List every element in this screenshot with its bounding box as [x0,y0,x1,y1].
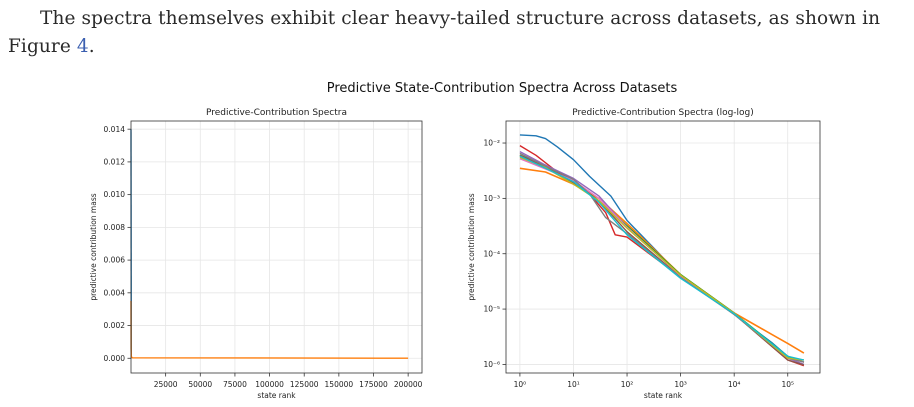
series-line [519,154,805,366]
x-tick-label: 10² [621,380,634,389]
y-tick-label: 0.012 [104,158,126,167]
figure-reference-link[interactable]: 4 [76,36,89,57]
series-line [519,155,805,361]
x-tick-label: 200000 [394,380,423,389]
y-tick-label: 0.006 [104,256,126,265]
y-axis-label: predictive contribution mass [467,193,476,300]
figure-suptitle: Predictive State-Contribution Spectra Ac… [326,81,678,96]
subplot-title: Predictive-Contribution Spectra [206,108,347,118]
series-line [519,167,805,354]
x-tick-label: 100000 [255,380,284,389]
series-line [519,156,804,361]
y-tick-label: 10⁻⁵ [483,305,500,314]
y-tick-label: 10⁻⁶ [483,360,500,369]
y-axis-label: predictive contribution mass [89,193,98,300]
x-tick-label: 50000 [188,380,212,389]
paragraph-line-1: The spectra themselves exhibit clear hea… [40,8,880,29]
plot-frame [505,120,821,374]
y-tick-label: 0.004 [104,288,126,297]
x-tick-label: 25000 [154,380,178,389]
y-tick-label: 0.002 [104,321,126,330]
subplot-title: Predictive-Contribution Spectra (log-log… [572,108,754,118]
x-tick-label: 175000 [359,380,388,389]
x-tick-label: 10⁵ [781,380,794,389]
x-tick-label: 10⁰ [514,380,527,389]
x-tick-label: 150000 [325,380,354,389]
x-axis-label: state rank [257,391,296,400]
x-tick-label: 10⁴ [728,380,741,389]
x-tick-label: 10¹ [567,380,580,389]
x-axis-label: state rank [644,391,683,400]
y-tick-label: 10⁻³ [483,194,500,203]
plot-frame [130,120,423,374]
x-tick-label: 125000 [290,380,319,389]
y-tick-label: 10⁻² [483,139,500,148]
paragraph-text: The spectra themselves exhibit clear hea… [40,8,881,29]
y-tick-label: 0.000 [104,354,126,363]
x-tick-label: 75000 [223,380,247,389]
y-tick-label: 0.014 [104,125,126,134]
y-tick-label: 0.010 [104,190,126,199]
paragraph-text: Figure [8,36,77,57]
paragraph-text: . [88,36,95,57]
x-tick-label: 10³ [674,380,687,389]
y-tick-label: 10⁻⁴ [483,249,500,258]
y-tick-label: 0.008 [104,223,126,232]
paragraph-line-2: Figure 4. [8,36,95,57]
